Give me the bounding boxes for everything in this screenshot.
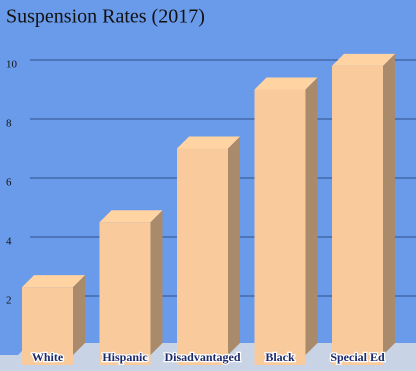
- bar-front: [254, 89, 306, 365]
- bar: [177, 136, 240, 365]
- y-tick-label: 4: [6, 236, 12, 248]
- x-tick-label: Black: [265, 350, 295, 364]
- bar-top: [22, 275, 85, 288]
- y-tick-label: 6: [6, 177, 12, 189]
- bar-top: [332, 53, 395, 66]
- y-tick-label: 2: [6, 295, 12, 307]
- bar: [99, 210, 163, 365]
- bar-side: [305, 77, 318, 355]
- bar: [22, 275, 85, 365]
- bar: [332, 53, 395, 366]
- y-tick-label: 10: [6, 59, 18, 71]
- bar-front: [22, 287, 73, 365]
- bar-top: [99, 210, 163, 223]
- bar-top: [254, 77, 318, 90]
- bar-top: [177, 136, 240, 149]
- chart-title: Suspension Rates (2017): [6, 6, 205, 28]
- x-tick-label: Special Ed: [330, 350, 385, 364]
- y-tick-label: 8: [6, 118, 12, 130]
- bar-side: [150, 210, 163, 355]
- bar-side: [383, 53, 395, 356]
- x-tick-label: White: [32, 350, 64, 364]
- bar-front: [99, 222, 151, 365]
- bar-side: [73, 275, 85, 355]
- bar-side: [228, 136, 240, 355]
- x-tick-label: Hispanic: [102, 350, 148, 364]
- bar-front: [332, 65, 383, 366]
- bar-front: [177, 148, 228, 365]
- x-tick-label: Disadvantaged: [164, 350, 240, 364]
- bar: [254, 77, 318, 365]
